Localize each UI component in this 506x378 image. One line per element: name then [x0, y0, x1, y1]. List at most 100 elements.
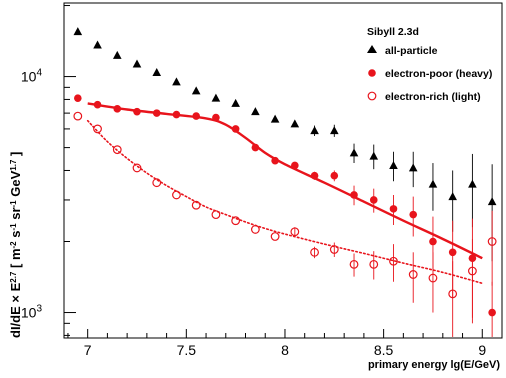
marker-electron-rich [172, 190, 181, 200]
marker-electron-rich [191, 200, 201, 210]
marker-electron-poor [172, 110, 181, 119]
marker-electron-poor [152, 109, 161, 117]
y-axis-title: dI/dE × E2.7 [ m-2 s-1 sr-1 GeV1.7 ] [8, 152, 23, 338]
x-tick-label: 7 [84, 342, 92, 358]
marker-all-particle [389, 160, 398, 169]
y-title-sup-a: 2.7 [9, 271, 18, 283]
marker-electron-poor [133, 107, 141, 116]
y-title-sup-e: 1.7 [9, 159, 18, 171]
legend-title: Sibyll 2.3d [367, 26, 419, 38]
legend-label-electron-rich: electron-rich (light) [385, 91, 481, 103]
marker-electron-rich [329, 245, 339, 254]
marker-electron-rich [231, 216, 241, 226]
marker-all-particle [329, 126, 339, 135]
marker-electron-poor [113, 105, 122, 113]
marker-electron-poor [429, 237, 437, 246]
fit-curve-electron-rich [86, 119, 484, 285]
marker-electron-rich [270, 232, 280, 241]
x-tick-label: 8 [281, 342, 289, 358]
y-title-part-a: dI/dE × E [8, 282, 23, 338]
marker-electron-rich [152, 178, 162, 188]
marker-electron-poor [310, 171, 319, 180]
marker-electron-poor [74, 94, 82, 102]
marker-electron-rich [349, 259, 359, 269]
marker-all-particle [290, 119, 300, 128]
error-bars [294, 124, 493, 337]
marker-electron-poor [389, 205, 398, 213]
marker-all-particle [73, 27, 83, 36]
marker-all-particle [428, 179, 438, 188]
x-axis-title: primary energy lg(E/GeV) [368, 359, 500, 371]
marker-electron-poor [488, 308, 496, 317]
y-tick-label: 103 [21, 304, 43, 321]
marker-all-particle [172, 77, 181, 86]
y-title-part-e: GeV [8, 170, 23, 200]
marker-electron-poor [93, 100, 102, 109]
marker-electron-rich [112, 145, 122, 155]
marker-electron-rich [93, 124, 102, 134]
y-title-sup-c: -1 [9, 223, 18, 231]
marker-electron-rich [487, 237, 497, 246]
marker-all-particle [468, 179, 477, 188]
x-tick-label: 7.5 [177, 342, 197, 358]
fit-curves [86, 102, 484, 285]
y-tick-label: 104 [21, 68, 43, 85]
marker-electron-rich [389, 256, 398, 266]
marker-all-particle [270, 114, 280, 123]
marker-electron-rich [369, 259, 379, 269]
marker-electron-poor [448, 248, 457, 257]
legend: Sibyll 2.3d all-particle electron-poor (… [367, 26, 492, 103]
marker-all-particle [487, 197, 497, 206]
marker-electron-rich [211, 210, 221, 220]
marker-all-particle [211, 93, 221, 102]
marker-all-particle [152, 68, 162, 77]
legend-marker-electron-rich [367, 91, 377, 101]
marker-all-particle [112, 50, 122, 59]
marker-electron-rich [132, 163, 142, 173]
marker-all-particle [251, 107, 260, 116]
marker-electron-rich [250, 225, 260, 234]
marker-all-particle [349, 148, 359, 157]
y-tick-label-base: 10 [21, 305, 37, 321]
legend-marker-electron-poor [368, 69, 376, 77]
marker-electron-poor [271, 156, 279, 165]
legend-marker-all-particle [367, 45, 377, 53]
marker-electron-rich [408, 270, 418, 279]
marker-electron-rich [468, 266, 477, 276]
data-markers [73, 27, 497, 317]
y-tick-label-base: 10 [21, 69, 37, 85]
marker-electron-rich [73, 111, 83, 121]
y-title-part-b: [ m [8, 248, 23, 271]
x-tick-label: 9 [478, 342, 486, 358]
marker-all-particle [369, 151, 379, 160]
marker-electron-poor [251, 143, 260, 152]
legend-label-all-particle: all-particle [385, 45, 438, 57]
marker-electron-rich [310, 247, 319, 257]
y-title-part-d: sr [8, 207, 23, 223]
marker-electron-rich [290, 227, 300, 237]
marker-all-particle [310, 126, 319, 135]
x-tick-label: 8.5 [374, 342, 394, 358]
marker-electron-poor [369, 196, 378, 204]
y-title-part-c: s [8, 231, 23, 242]
marker-electron-poor [468, 254, 477, 262]
marker-electron-poor [212, 113, 220, 122]
legend-label-electron-poor: electron-poor (heavy) [385, 68, 492, 80]
marker-electron-poor [192, 112, 200, 120]
marker-electron-poor [231, 125, 240, 133]
y-tick-label-exponent: 4 [36, 68, 42, 79]
marker-electron-poor [330, 171, 339, 180]
y-title-sup-d: -1 [9, 200, 18, 208]
marker-all-particle [93, 40, 102, 49]
marker-all-particle [231, 98, 240, 107]
y-tick-label-exponent: 3 [36, 304, 42, 315]
marker-all-particle [448, 192, 457, 201]
marker-electron-poor [350, 191, 358, 199]
y-title-part-f: ] [8, 152, 23, 160]
marker-all-particle [191, 86, 201, 95]
marker-electron-poor [291, 161, 299, 170]
fit-curve-electron-poor [87, 102, 483, 260]
marker-all-particle [408, 163, 418, 172]
marker-electron-rich [448, 289, 458, 299]
